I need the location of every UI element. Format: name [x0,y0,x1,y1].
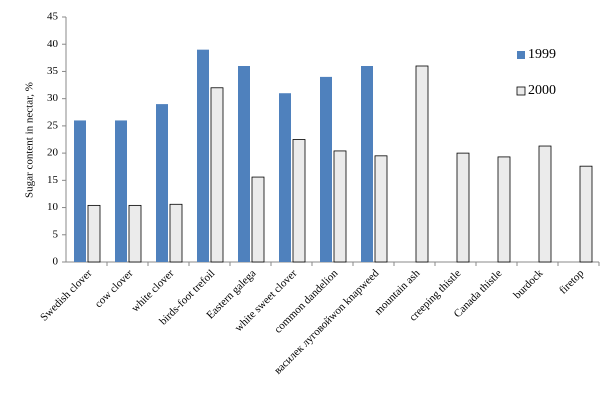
bar [374,155,388,263]
bar [333,150,347,263]
bar [156,104,168,262]
legend-swatch [517,51,525,59]
bar [74,120,86,262]
bar [210,87,224,263]
x-tick-label: firetop [557,267,587,297]
y-tick-label: 40 [47,38,59,50]
y-axis-label: Sugar content in nectar, % [24,82,36,198]
bar [292,139,306,263]
bar [87,204,101,263]
legend-swatch [516,86,526,96]
bar [279,93,291,262]
y-tick-label: 25 [47,119,59,131]
x-tick-label: Swedish clover [38,267,94,323]
bar [497,156,511,263]
y-tick-label: 30 [47,92,59,104]
bar [579,165,593,263]
x-tick-label: cow clover [93,267,136,310]
bar [538,145,552,263]
y-tick-label: 0 [53,256,59,268]
bar [169,203,183,263]
x-tick-label: burdock [511,267,545,301]
bar [415,65,429,263]
bar [361,66,373,262]
y-tick-label: 15 [47,174,59,186]
legend-label: 1999 [528,47,556,62]
bar [115,120,127,262]
bar [251,176,265,263]
y-tick-label: 10 [47,201,59,213]
bar [197,49,209,262]
y-tick-label: 45 [47,11,59,23]
y-tick-label: 35 [47,65,59,77]
y-tick-label: 20 [47,147,59,159]
bar [320,76,332,262]
y-tick-label: 5 [53,228,59,240]
bar [128,204,142,263]
legend-label: 2000 [528,83,556,98]
bar [456,152,470,263]
bar [238,66,250,262]
